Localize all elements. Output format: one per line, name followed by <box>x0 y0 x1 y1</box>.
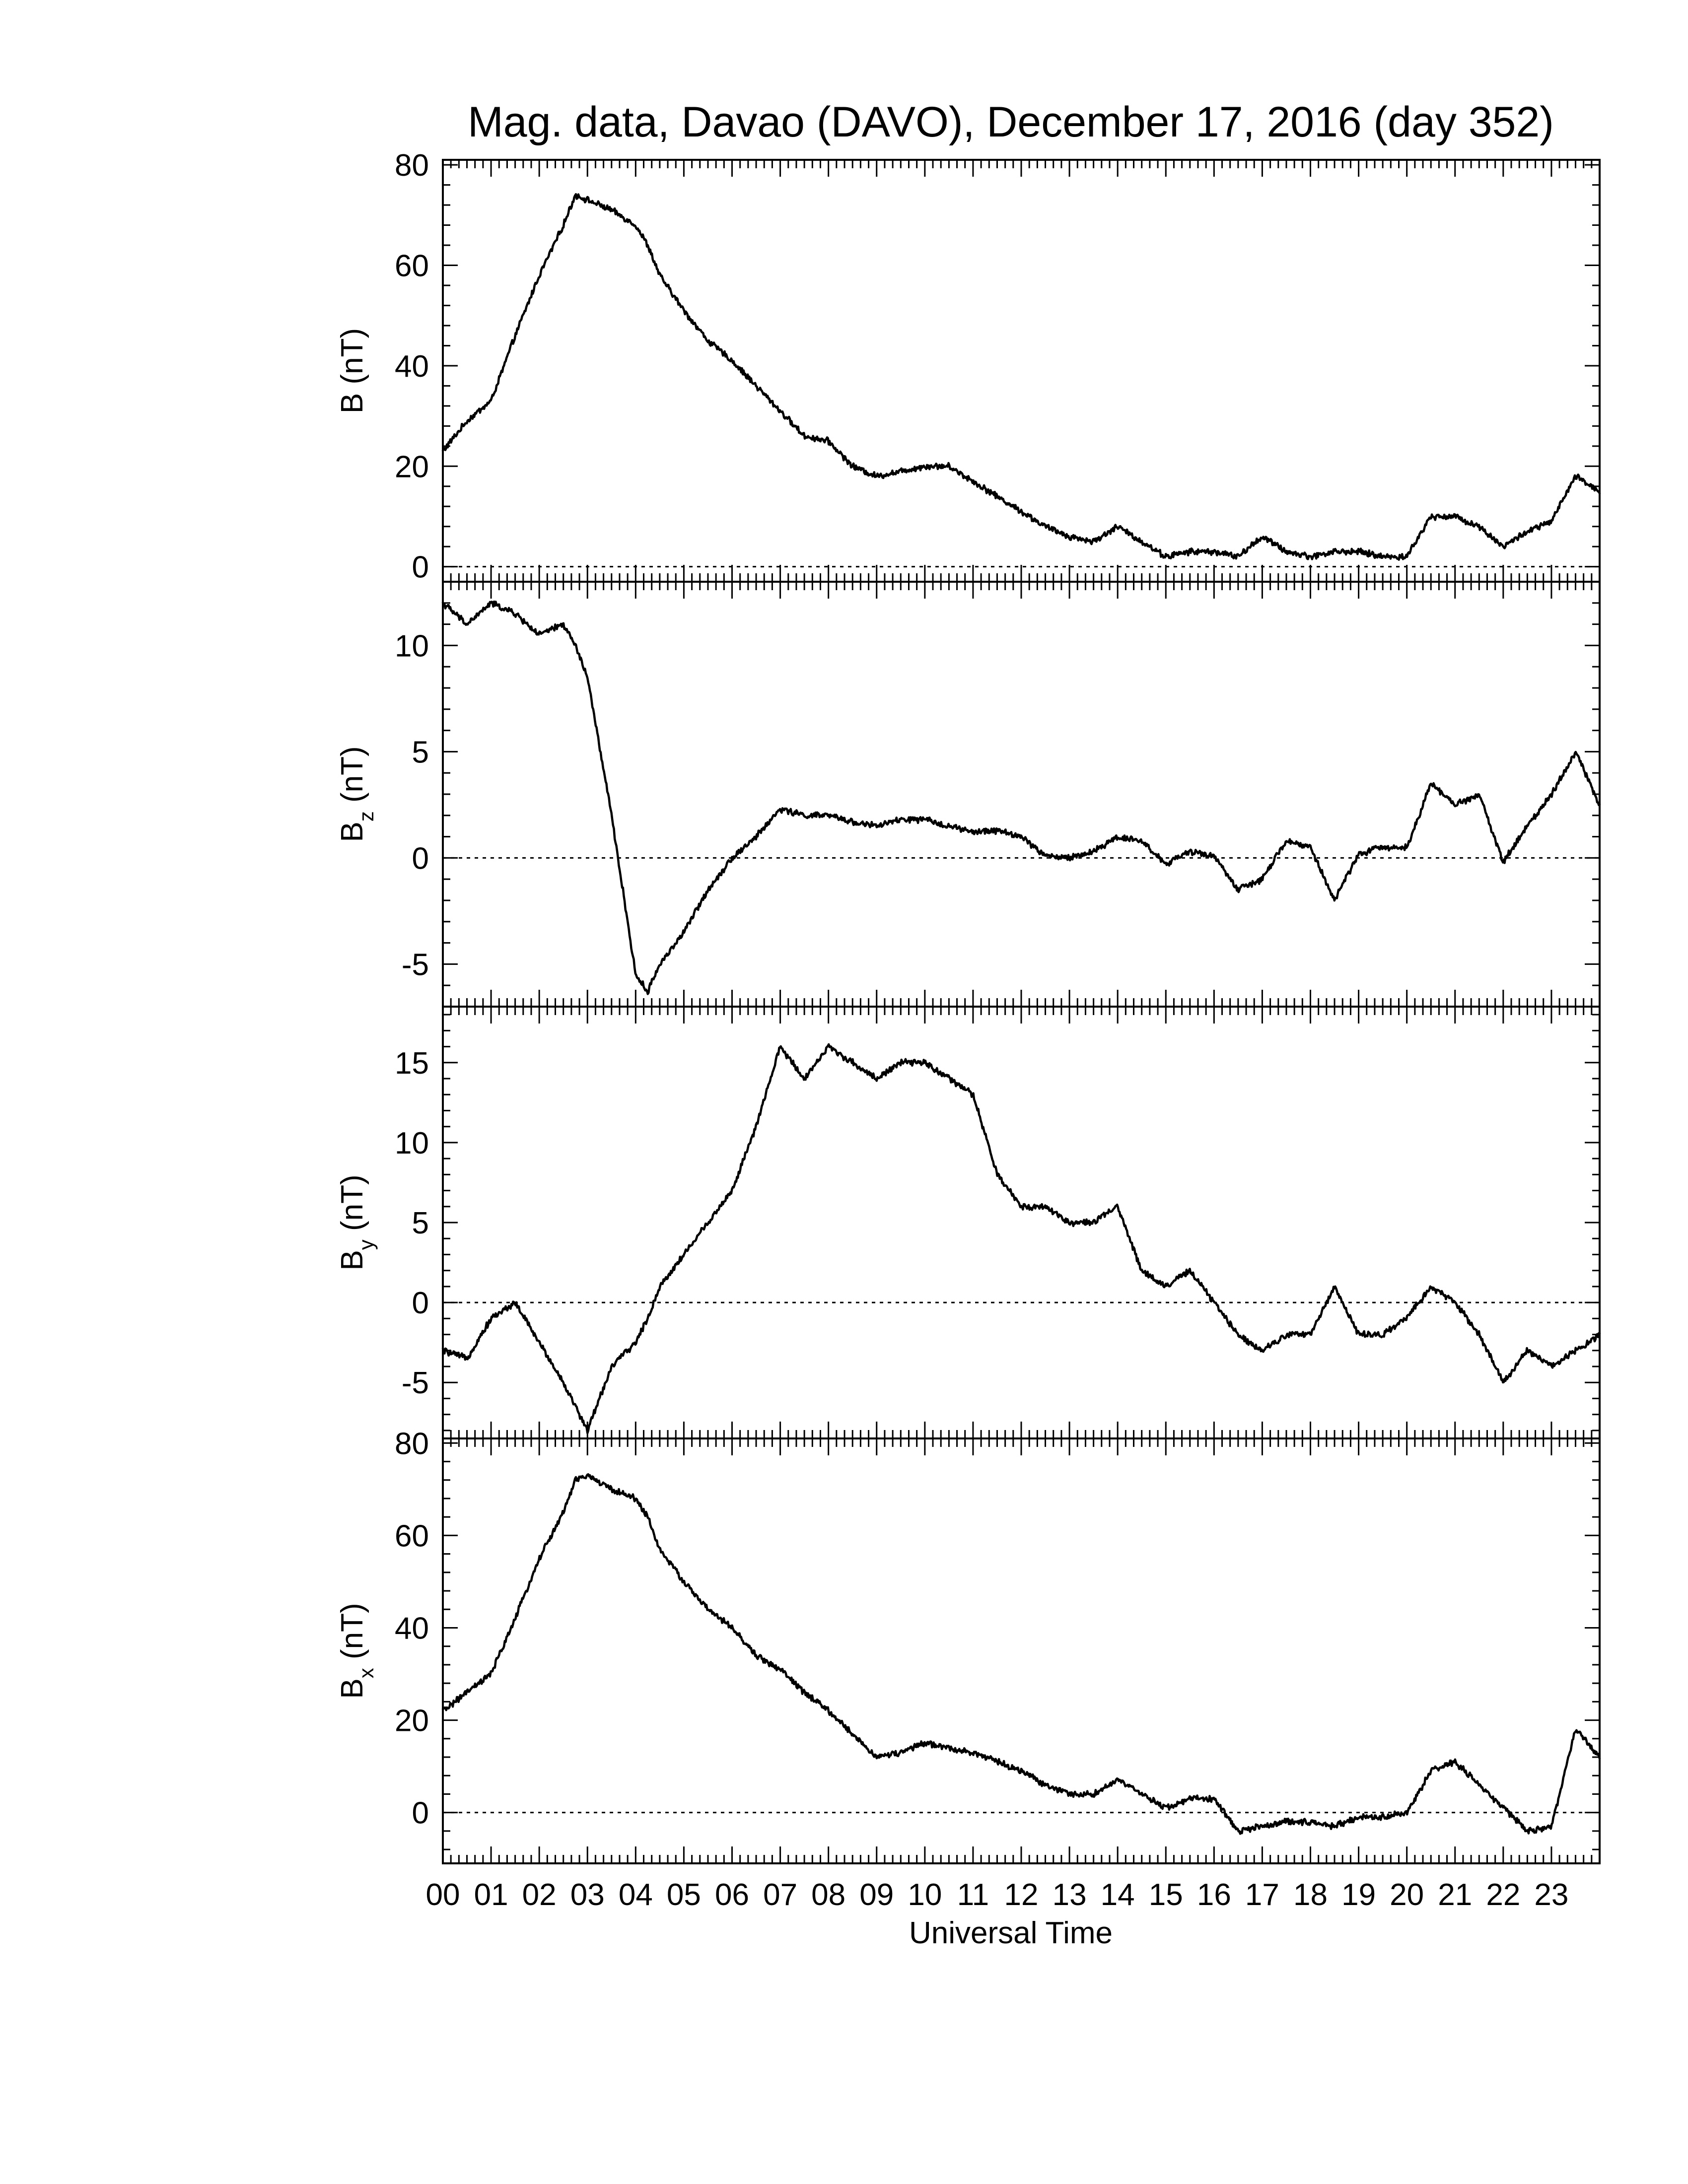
x-tick-label: 08 <box>811 1878 845 1912</box>
x-tick-label: 14 <box>1101 1878 1135 1912</box>
x-tick-label: 04 <box>619 1878 653 1912</box>
y-tick-label: 0 <box>412 841 429 876</box>
y-tick-label: -5 <box>402 1366 429 1400</box>
y-tick-label: 5 <box>412 735 429 769</box>
y-axis-label-Bx: Bx (nT) <box>335 1603 378 1699</box>
x-tick-label: 21 <box>1438 1878 1472 1912</box>
x-tick-label: 22 <box>1486 1878 1520 1912</box>
x-tick-label: 20 <box>1390 1878 1424 1912</box>
x-tick-label: 01 <box>474 1878 508 1912</box>
y-tick-label: 80 <box>395 148 429 183</box>
series-line-Bz <box>441 600 1601 995</box>
y-axis-label-Bz: Bz (nT) <box>335 746 378 842</box>
y-tick-label: 0 <box>412 550 429 585</box>
x-tick-label: 16 <box>1197 1878 1231 1912</box>
panel-Bz: -5 0 5 10 Bz (nT) <box>335 581 1601 1008</box>
x-tick-label: 09 <box>859 1878 894 1912</box>
series-line-B <box>441 193 1601 561</box>
x-tick-label: 19 <box>1341 1878 1376 1912</box>
x-tick-label: 12 <box>1004 1878 1039 1912</box>
panel-frame-Bx <box>442 1437 1601 1864</box>
x-tick-label: 13 <box>1053 1878 1087 1912</box>
x-tick-label: 05 <box>667 1878 701 1912</box>
y-axis-label-By: By (nT) <box>335 1174 378 1270</box>
x-tick-label: 18 <box>1293 1878 1328 1912</box>
chart-title: Mag. data, Davao (DAVO), December 17, 20… <box>468 98 1554 146</box>
y-tick-label: 10 <box>395 1126 429 1160</box>
y-tick-label: 40 <box>395 1611 429 1645</box>
x-tick-label: 10 <box>908 1878 942 1912</box>
x-axis: 00 01 02 03 04 05 06 07 08 09 10 11 12 13 14 15 16 17 18 19… <box>426 1878 1569 1912</box>
panel-Bx: 0 20 40 60 80 Bx (nT) <box>335 1427 1601 1864</box>
y-tick-label: 0 <box>412 1286 429 1320</box>
series-line-Bx <box>441 1473 1601 1835</box>
panels-group: 0 20 40 60 80 B (nT) -5 0 5 10 Bz (nT) -5 0 5 10 15 By (… <box>335 148 1601 1864</box>
x-tick-label: 23 <box>1534 1878 1568 1912</box>
y-tick-label: 10 <box>395 629 429 663</box>
y-tick-label: 80 <box>395 1427 429 1461</box>
x-tick-label: 06 <box>715 1878 749 1912</box>
panel-By: -5 0 5 10 15 By (nT) <box>335 1006 1601 1439</box>
panel-B: 0 20 40 60 80 B (nT) <box>335 148 1601 585</box>
y-tick-label: 40 <box>395 349 429 384</box>
panel-frame-By <box>442 1006 1601 1439</box>
y-tick-label: 20 <box>395 450 429 484</box>
y-tick-label: 60 <box>395 249 429 283</box>
y-tick-label: 5 <box>412 1206 429 1240</box>
panel-frame-B <box>442 159 1601 583</box>
y-tick-label: -5 <box>402 948 429 982</box>
y-tick-label: 15 <box>395 1046 429 1081</box>
y-tick-label: 20 <box>395 1704 429 1738</box>
x-tick-label: 07 <box>763 1878 797 1912</box>
x-tick-label: 00 <box>426 1878 460 1912</box>
y-axis-label-B: B (nT) <box>335 328 369 413</box>
x-tick-label: 15 <box>1149 1878 1183 1912</box>
x-axis-title: Universal Time <box>909 1916 1113 1950</box>
x-tick-label: 03 <box>570 1878 605 1912</box>
x-tick-label: 17 <box>1245 1878 1279 1912</box>
series-line-By <box>441 1043 1601 1434</box>
x-tick-label: 02 <box>522 1878 557 1912</box>
y-tick-label: 60 <box>395 1519 429 1553</box>
y-tick-label: 0 <box>412 1796 429 1831</box>
x-tick-label: 11 <box>957 1878 989 1912</box>
